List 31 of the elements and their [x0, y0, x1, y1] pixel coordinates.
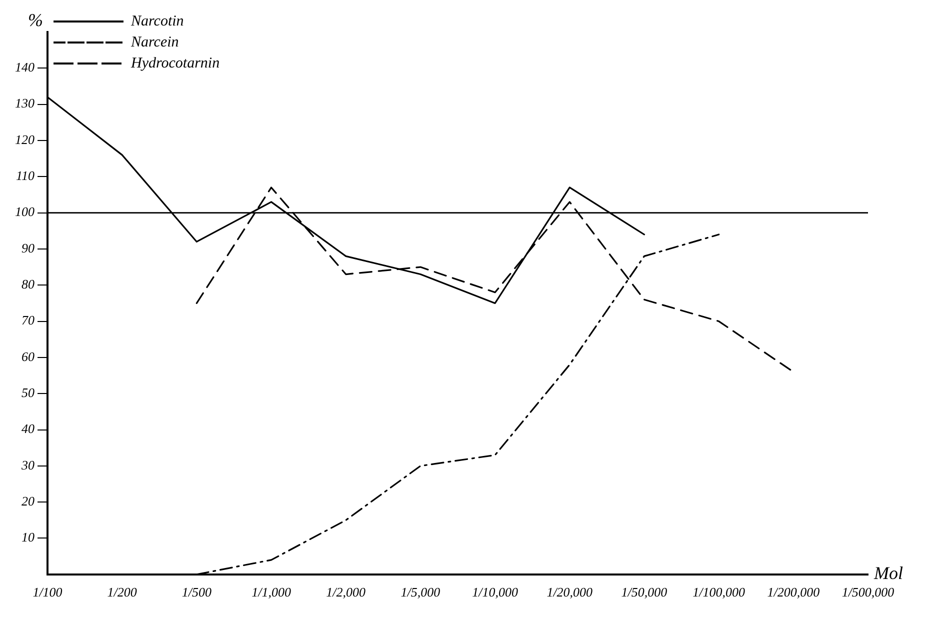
x-tick-label: 1/1,000	[252, 584, 292, 600]
x-tick-label: 1/200,000	[767, 584, 820, 600]
x-tick-label: 1/10,000	[472, 584, 518, 600]
x-tick-label: 1/20,000	[546, 584, 594, 600]
x-tick-label: 1/5,000	[400, 584, 441, 600]
x-axis-title: Mol	[873, 563, 903, 584]
y-tick-label: 50	[22, 385, 35, 400]
y-tick-label: 70	[22, 312, 35, 328]
y-tick-label: 40	[22, 421, 35, 436]
x-tick-label: 1/100,000	[692, 584, 746, 600]
legend-label: Hydrocotarnin	[130, 55, 220, 72]
y-tick-label: 140	[15, 60, 35, 75]
legend-label: Narcotin	[130, 13, 184, 30]
y-tick-label: 60	[22, 348, 35, 364]
y-tick-label: 130	[15, 96, 35, 111]
y-tick-label: 80	[22, 276, 35, 292]
y-tick-label: 20	[22, 494, 35, 508]
legend-label: Narcein	[130, 34, 179, 50]
y-tick-label: 10	[22, 530, 35, 545]
y-tick-label: 30	[20, 457, 35, 472]
x-tick-label: 1/50,000	[621, 584, 668, 600]
x-tick-label: 1/2,000	[326, 584, 366, 600]
x-tick-label: 1/500	[182, 584, 212, 600]
y-tick-label: 110	[16, 168, 35, 184]
y-tick-label: 120	[15, 132, 35, 147]
x-tick-label: 1/200	[107, 584, 138, 600]
y-tick-label: 100	[15, 204, 35, 220]
y-axis-title: %	[28, 10, 43, 30]
x-tick-label: 1/500,000	[842, 584, 895, 600]
x-tick-label: 1/100	[32, 584, 63, 600]
y-tick-label: 90	[22, 240, 35, 256]
